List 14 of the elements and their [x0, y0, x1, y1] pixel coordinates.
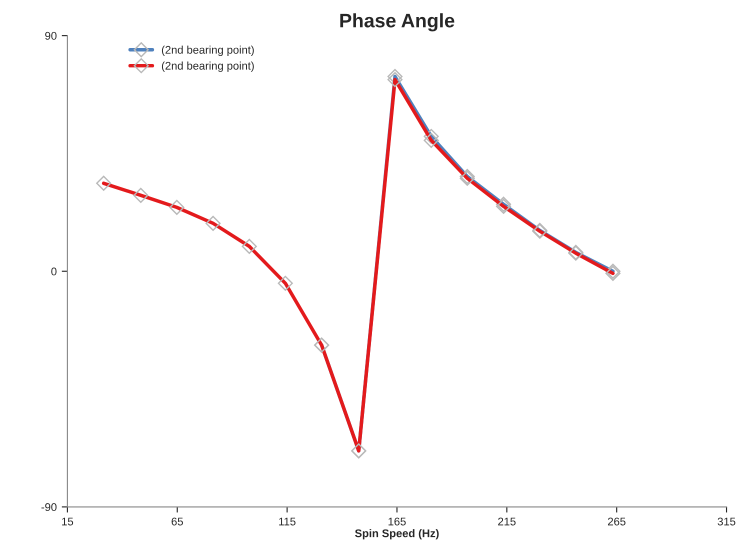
x-tick-label: 265	[608, 518, 626, 526]
x-tick-label: 115	[279, 518, 296, 526]
chart-title: Phase Angle	[340, 13, 454, 32]
x-tick-label: 165	[388, 518, 406, 526]
x-tick-label: 15	[62, 518, 74, 526]
x-tick-label: 65	[172, 518, 183, 526]
x-tick-label: 215	[498, 518, 516, 526]
x-axis-title: Spin Speed (Hz)	[355, 529, 439, 540]
legend-label: (2nd bearing point)	[162, 62, 254, 72]
x-tick-label: 315	[718, 518, 736, 526]
legend-label: (2nd bearing point)	[162, 46, 254, 56]
y-tick-label: -90	[41, 503, 57, 512]
y-tick-label: 90	[45, 32, 57, 40]
y-tick-label: 0	[51, 268, 57, 276]
